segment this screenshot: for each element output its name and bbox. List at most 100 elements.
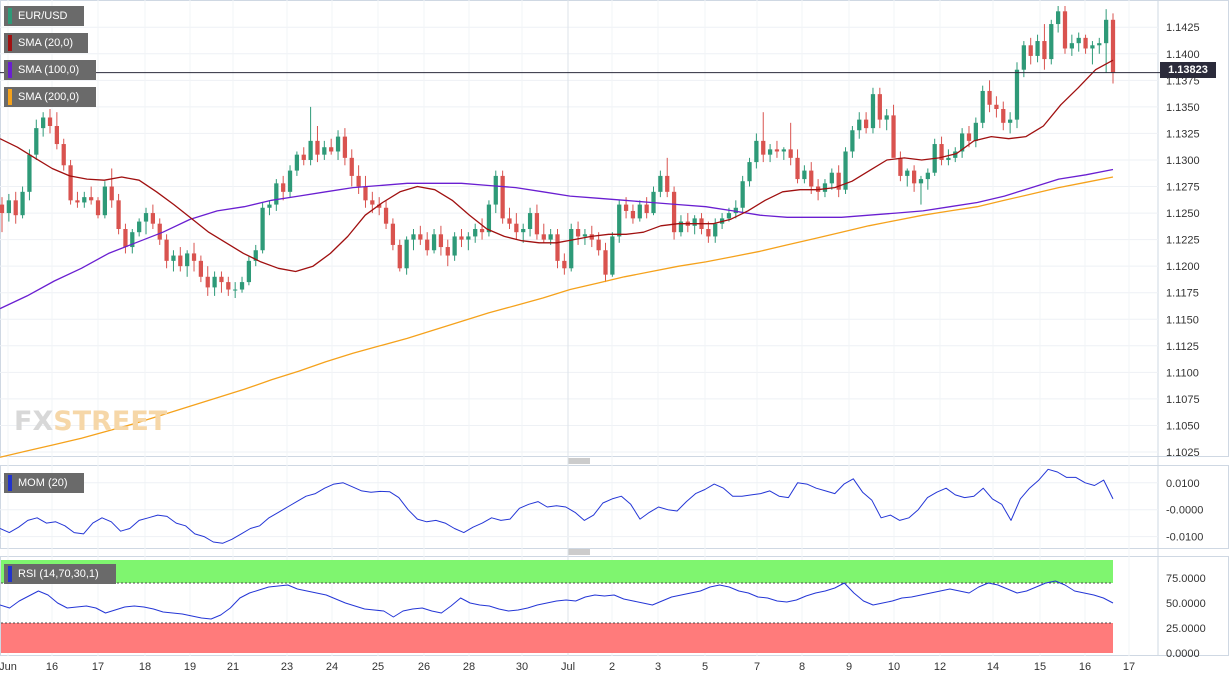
legend-sma20: SMA (20,0) — [4, 33, 88, 53]
candle-body — [452, 236, 457, 256]
candle-body — [191, 253, 197, 261]
candle-body — [431, 234, 437, 251]
mom-panel-frame — [0, 465, 1229, 549]
candle-body — [925, 172, 930, 180]
candle-body — [109, 186, 114, 201]
x-tick-label: 26 — [418, 661, 430, 673]
candle-body — [226, 282, 231, 290]
main-y-tick-label: 1.1200 — [1166, 261, 1200, 273]
x-tick-label: 2 — [609, 661, 615, 673]
candle-body — [898, 157, 903, 176]
candle-body — [377, 204, 382, 208]
candle-body — [582, 234, 588, 237]
candle-body — [527, 213, 533, 229]
candle-body — [946, 157, 951, 160]
legend-symbol-swatch — [8, 8, 12, 24]
candle-body — [822, 183, 828, 192]
candle-body — [397, 244, 402, 269]
x-tick-label: 9 — [846, 661, 852, 673]
candle-body — [994, 104, 999, 110]
main-y-tick-label: 1.1375 — [1166, 75, 1200, 87]
candle-body — [939, 144, 944, 160]
candle-body — [233, 289, 238, 291]
x-tick-label: 14 — [987, 661, 999, 673]
candle-body — [349, 157, 354, 176]
candle-body — [747, 162, 752, 182]
candle-body — [404, 239, 409, 269]
candle-body — [445, 247, 450, 256]
candle-body — [260, 207, 265, 251]
candle-body — [473, 229, 478, 237]
x-tick-label: 24 — [326, 661, 338, 673]
candle-body — [1090, 45, 1095, 49]
candle-body — [0, 204, 5, 214]
candle-body — [617, 204, 622, 237]
candle-body — [953, 151, 958, 158]
legend-sma20-swatch — [8, 35, 12, 51]
candle-body — [774, 149, 780, 152]
candle-body — [329, 147, 334, 152]
candle-body — [534, 213, 540, 235]
main-y-tick-label: 1.1300 — [1166, 155, 1200, 167]
candle-body — [438, 234, 444, 248]
candle-body — [143, 213, 149, 222]
candle-body — [370, 200, 375, 205]
x-tick-label: 15 — [1034, 661, 1046, 673]
x-tick-label: 28 — [463, 661, 475, 673]
candle-body — [857, 119, 862, 131]
legend-mom-swatch — [8, 475, 12, 491]
mom-y-tick-label: 0.0100 — [1166, 478, 1200, 490]
main-y-tick-label: 1.1100 — [1166, 367, 1199, 379]
candle-body — [1076, 37, 1081, 44]
candle-body — [829, 172, 834, 184]
candle-body — [706, 229, 711, 237]
candle-body — [678, 221, 684, 233]
rsi-line — [0, 580, 1114, 620]
candle-body — [315, 140, 320, 155]
candle-body — [123, 229, 128, 248]
candle-body — [500, 175, 505, 219]
x-tick-label: 17 — [1123, 661, 1135, 673]
main-y-tick-label: 1.1250 — [1166, 208, 1200, 220]
candle-body — [75, 200, 80, 203]
candle-body — [637, 204, 642, 219]
rsi-y-tick-label: 25.0000 — [1166, 623, 1206, 635]
candle-body — [466, 236, 471, 240]
candle-body — [137, 221, 142, 233]
main-y-tick-label: 1.1225 — [1166, 235, 1200, 247]
candle-body — [89, 197, 94, 201]
candle-body — [411, 234, 416, 240]
candle-body — [1104, 19, 1109, 44]
candle-body — [1083, 37, 1088, 49]
candle-body — [390, 223, 396, 245]
candle-body — [130, 232, 135, 248]
fxstreet-logo: FXSTREET — [14, 406, 168, 437]
legend-sma200-label: SMA (200,0) — [18, 91, 80, 103]
candle-body — [507, 218, 512, 224]
candle-body — [95, 200, 101, 216]
mom-y-tick-label: -0.0000 — [1166, 505, 1203, 517]
candle-body — [425, 239, 430, 251]
candle-body — [27, 154, 32, 192]
mom-y-tick-label: -0.0100 — [1166, 532, 1203, 544]
candle-body — [34, 128, 39, 155]
candle-body — [733, 207, 738, 214]
candle-body — [959, 133, 965, 152]
candle-body — [459, 236, 464, 240]
x-tick-label: 30 — [516, 661, 528, 673]
candle-body — [644, 204, 649, 214]
x-tick-label: 5 — [702, 661, 708, 673]
candle-body — [335, 136, 341, 152]
candle-body — [54, 125, 59, 145]
candle-body — [82, 197, 87, 203]
candle-body — [541, 234, 546, 240]
x-tick-label: 7 — [754, 661, 760, 673]
candle-body — [713, 223, 718, 237]
main-y-tick-label: 1.1350 — [1166, 102, 1200, 114]
candle-body — [761, 140, 766, 155]
candle-body — [486, 204, 492, 233]
candle-body — [836, 172, 841, 190]
candle-body — [185, 253, 190, 267]
x-tick-label: 10 — [888, 661, 900, 673]
candle-body — [884, 115, 889, 120]
